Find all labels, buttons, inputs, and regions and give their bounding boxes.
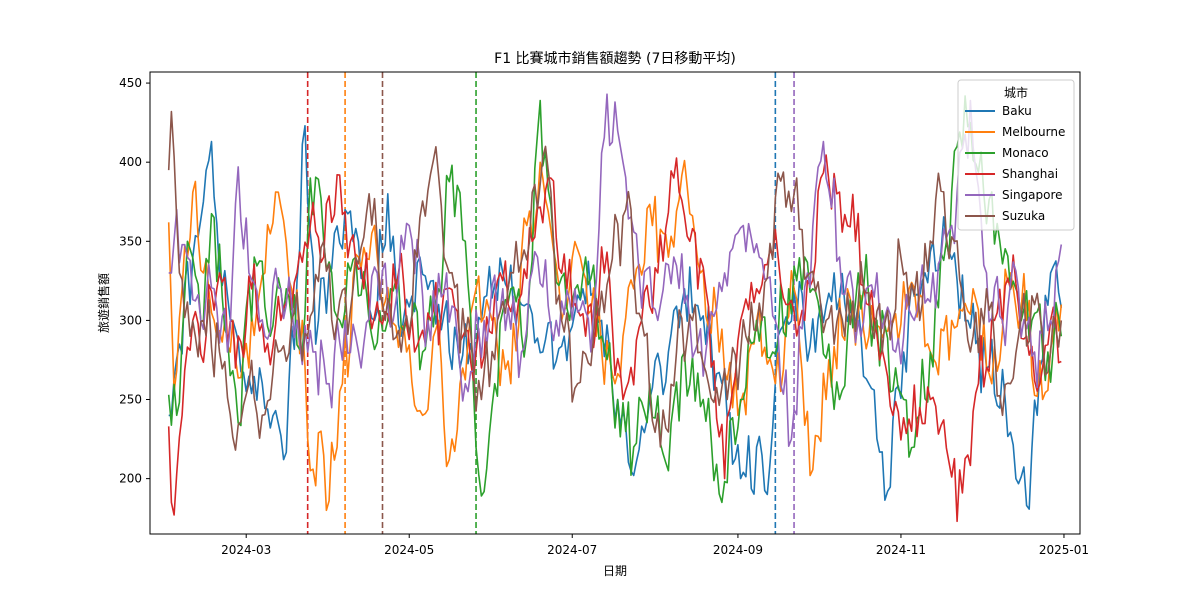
legend-items: Baku Melbourne Monaco Shanghai Singapore Suzu…: [965, 104, 1065, 223]
series-line-monaco: [167, 95, 1063, 504]
legend-label-singapore: Singapore: [1002, 188, 1063, 202]
x-tick-label: 2024-03: [221, 543, 271, 557]
y-axis: 200 250 300 350 400 450: [119, 76, 150, 486]
legend-label-melbourne: Melbourne: [1002, 125, 1065, 139]
chart-title: F1 比賽城市銷售額趨勢 (7日移動平均): [494, 50, 736, 67]
legend: 城市 Baku Melbourne Monaco Shanghai Singapore S…: [957, 79, 1075, 231]
legend-label-monaco: Monaco: [1002, 146, 1049, 160]
y-tick-label: 450: [119, 76, 142, 90]
x-tick-label: 2025-01: [1039, 543, 1089, 557]
y-tick-label: 350: [119, 234, 142, 248]
y-tick-label: 200: [119, 472, 142, 486]
y-axis-title: 旅遊銷售額: [96, 273, 111, 333]
x-axis: 2024-03 2024-05 2024-07 2024-09 2024-11 2025-…: [221, 534, 1089, 557]
series-line-baku: [168, 125, 1063, 510]
x-tick-label: 2024-07: [547, 543, 597, 557]
legend-title: 城市: [1004, 85, 1028, 100]
legend-box: [957, 79, 1075, 231]
series-line-shanghai: [167, 154, 1062, 523]
x-axis-title: 日期: [603, 564, 627, 578]
legend-label-suzuka: Suzuka: [1002, 209, 1045, 223]
legend-label-baku: Baku: [1002, 104, 1032, 118]
series-lines: [167, 93, 1063, 523]
y-tick-label: 250: [119, 393, 142, 407]
x-tick-label: 2024-11: [876, 543, 926, 557]
series-line-melbourne: [167, 159, 1063, 512]
x-tick-label: 2024-05: [384, 543, 434, 557]
event-vlines: [306, 72, 795, 534]
series-line-suzuka: [167, 110, 1063, 451]
series-line-singapore: [168, 93, 1063, 447]
y-tick-label: 300: [119, 313, 142, 327]
y-tick-label: 400: [119, 155, 142, 169]
x-tick-label: 2024-09: [713, 543, 763, 557]
plot-area-frame: [149, 71, 1081, 535]
legend-label-shanghai: Shanghai: [1002, 167, 1058, 181]
